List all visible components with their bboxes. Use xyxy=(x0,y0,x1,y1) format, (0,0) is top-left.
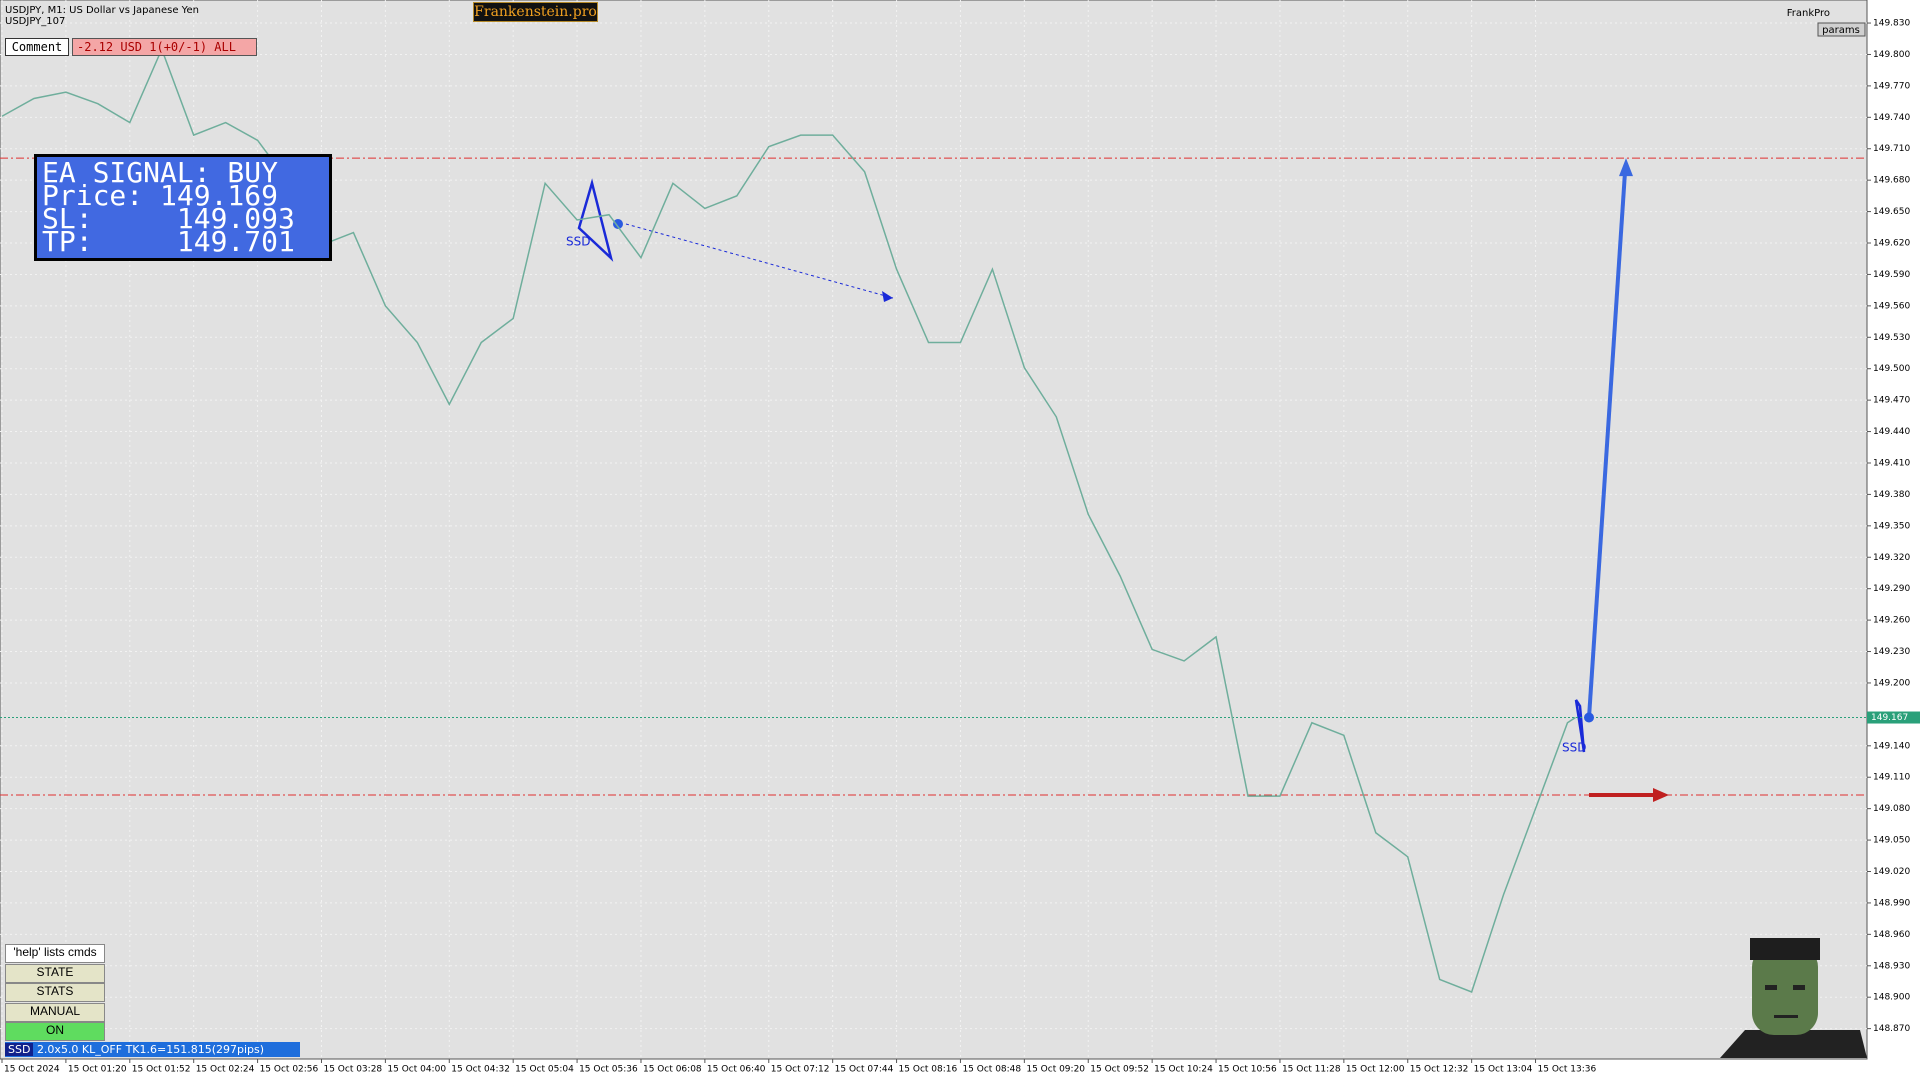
x-tick-label: 15 Oct 05:04 xyxy=(515,1065,574,1075)
y-tick-label: 149.500 xyxy=(1873,364,1910,374)
projection-line xyxy=(625,223,894,299)
pattern-triangle xyxy=(577,178,614,262)
x-tick-label: 15 Oct 2024 xyxy=(4,1065,60,1075)
y-tick-label: 149.110 xyxy=(1873,773,1910,783)
y-tick-label: 148.960 xyxy=(1873,930,1910,940)
y-tick-label: 149.080 xyxy=(1873,804,1910,814)
y-tick-label: 149.140 xyxy=(1873,741,1910,751)
projection-head xyxy=(882,291,893,302)
status-bar: SSD 2.0x5.0 KL_OFF TK1.6=151.815(297pips… xyxy=(5,1042,300,1057)
params[interactable]: params xyxy=(1822,25,1860,36)
status-text: 2.0x5.0 KL_OFF TK1.6=151.815(297pips) xyxy=(36,1043,265,1056)
y-tick-label: 149.440 xyxy=(1873,427,1910,437)
y-tick-label: 149.800 xyxy=(1873,50,1910,60)
y-tick-label: 149.050 xyxy=(1873,836,1910,846)
y-tick-label: 149.680 xyxy=(1873,176,1910,186)
x-tick-label: 15 Oct 03:28 xyxy=(323,1065,382,1075)
pattern-marker xyxy=(613,219,623,229)
y-tick-label: 148.870 xyxy=(1873,1024,1910,1034)
x-tick-label: 15 Oct 08:48 xyxy=(962,1065,1021,1075)
frankpro: FrankPro xyxy=(1787,8,1830,19)
y-tick-label: 149.560 xyxy=(1873,301,1910,311)
y-tick-label: 148.900 xyxy=(1873,993,1910,1003)
signal-line: Price: 149.169 xyxy=(42,179,279,212)
x-tick-label: 15 Oct 07:44 xyxy=(835,1065,894,1075)
current-price-tag xyxy=(1867,711,1920,724)
x-tick-label: 15 Oct 08:16 xyxy=(899,1065,958,1075)
mascot xyxy=(1720,938,1867,1058)
y-tick-label: 149.590 xyxy=(1873,270,1910,280)
signal-line: SL: 149.093 xyxy=(42,202,295,235)
x-tick-label: 15 Oct 11:28 xyxy=(1282,1065,1341,1075)
x-tick-label: 15 Oct 12:00 xyxy=(1346,1065,1405,1075)
x-tick-label: 15 Oct 05:36 xyxy=(579,1065,638,1075)
status-tag: SSD xyxy=(5,1043,34,1056)
comment-label: Comment xyxy=(5,38,69,56)
y-tick-label: 149.830 xyxy=(1873,19,1910,29)
tp-arrow xyxy=(1587,172,1627,718)
x-tick-label: 15 Oct 06:40 xyxy=(707,1065,766,1075)
current-price-label: 149.167 xyxy=(1871,713,1908,723)
x-tick-label: 15 Oct 13:36 xyxy=(1538,1065,1597,1075)
x-tick-label: 15 Oct 10:56 xyxy=(1218,1065,1277,1075)
y-tick-label: 149.710 xyxy=(1873,144,1910,154)
stats-button[interactable]: STATS xyxy=(5,983,105,1002)
signal-box: EA SIGNAL: BUY Price: 149.169 SL: 149.093 T… xyxy=(34,154,332,261)
symbol: USDJPY, M1: US Dollar vs Japanese Yen xyxy=(5,5,199,16)
x-tick-label: 15 Oct 06:08 xyxy=(643,1065,702,1075)
x-tick-label: 15 Oct 13:04 xyxy=(1474,1065,1533,1075)
x-tick-label: 15 Oct 02:56 xyxy=(260,1065,319,1075)
x-tick-label: 15 Oct 10:24 xyxy=(1154,1065,1213,1075)
on-button[interactable]: ON xyxy=(5,1022,105,1041)
x-tick-label: 15 Oct 12:32 xyxy=(1410,1065,1469,1075)
y-tick-label: 149.380 xyxy=(1873,490,1910,500)
y-tick-label: 149.470 xyxy=(1873,396,1910,406)
y-tick-label: 149.770 xyxy=(1873,81,1910,91)
manual-button[interactable]: MANUAL xyxy=(5,1003,105,1022)
tp-arrow-head xyxy=(1619,158,1633,177)
pattern-label: SSD xyxy=(566,235,590,249)
y-tick-label: 149.620 xyxy=(1873,239,1910,249)
y-tick-label: 149.290 xyxy=(1873,584,1910,594)
y-tick-label: 149.740 xyxy=(1873,113,1910,123)
params-box[interactable] xyxy=(1817,22,1866,37)
comment-value: -2.12 USD 1(+0/-1) ALL xyxy=(72,38,257,56)
y-tick-label: 149.230 xyxy=(1873,647,1910,657)
y-tick-label: 149.260 xyxy=(1873,616,1910,626)
y-tick-label: 149.320 xyxy=(1873,553,1910,563)
x-tick-label: 15 Oct 04:32 xyxy=(451,1065,510,1075)
y-tick-label: 149.350 xyxy=(1873,521,1910,531)
x-tick-label: 15 Oct 09:20 xyxy=(1026,1065,1085,1075)
y-tick-label: 149.020 xyxy=(1873,867,1910,877)
y-tick-label: 149.200 xyxy=(1873,678,1910,688)
y-tick-label: 148.930 xyxy=(1873,961,1910,971)
sl-arrow-head xyxy=(1653,788,1669,803)
x-tick-label: 15 Oct 01:20 xyxy=(68,1065,127,1075)
signal-line: TP: 149.701 xyxy=(42,225,295,258)
help-button[interactable]: 'help' lists cmds xyxy=(5,944,105,963)
entry-marker xyxy=(1584,712,1594,723)
x-tick-label: 15 Oct 04:00 xyxy=(387,1065,446,1075)
y-tick-label: 149.530 xyxy=(1873,333,1910,343)
x-tick-label: 15 Oct 07:12 xyxy=(771,1065,830,1075)
x-tick-label: 15 Oct 02:24 xyxy=(196,1065,255,1075)
brand: Frankenstein.pro xyxy=(473,2,598,22)
x-tick-label: 15 Oct 01:52 xyxy=(132,1065,191,1075)
account: USDJPY_107 xyxy=(5,16,65,27)
signal-title: EA SIGNAL: BUY xyxy=(42,156,279,189)
pattern-triangle xyxy=(1574,699,1586,753)
state-button[interactable]: STATE xyxy=(5,964,105,983)
y-tick-label: 148.990 xyxy=(1873,898,1910,908)
y-tick-label: 149.650 xyxy=(1873,207,1910,217)
x-tick-label: 15 Oct 09:52 xyxy=(1090,1065,1149,1075)
y-tick-label: 149.410 xyxy=(1873,458,1910,468)
pattern-label: SSD xyxy=(1562,741,1586,755)
